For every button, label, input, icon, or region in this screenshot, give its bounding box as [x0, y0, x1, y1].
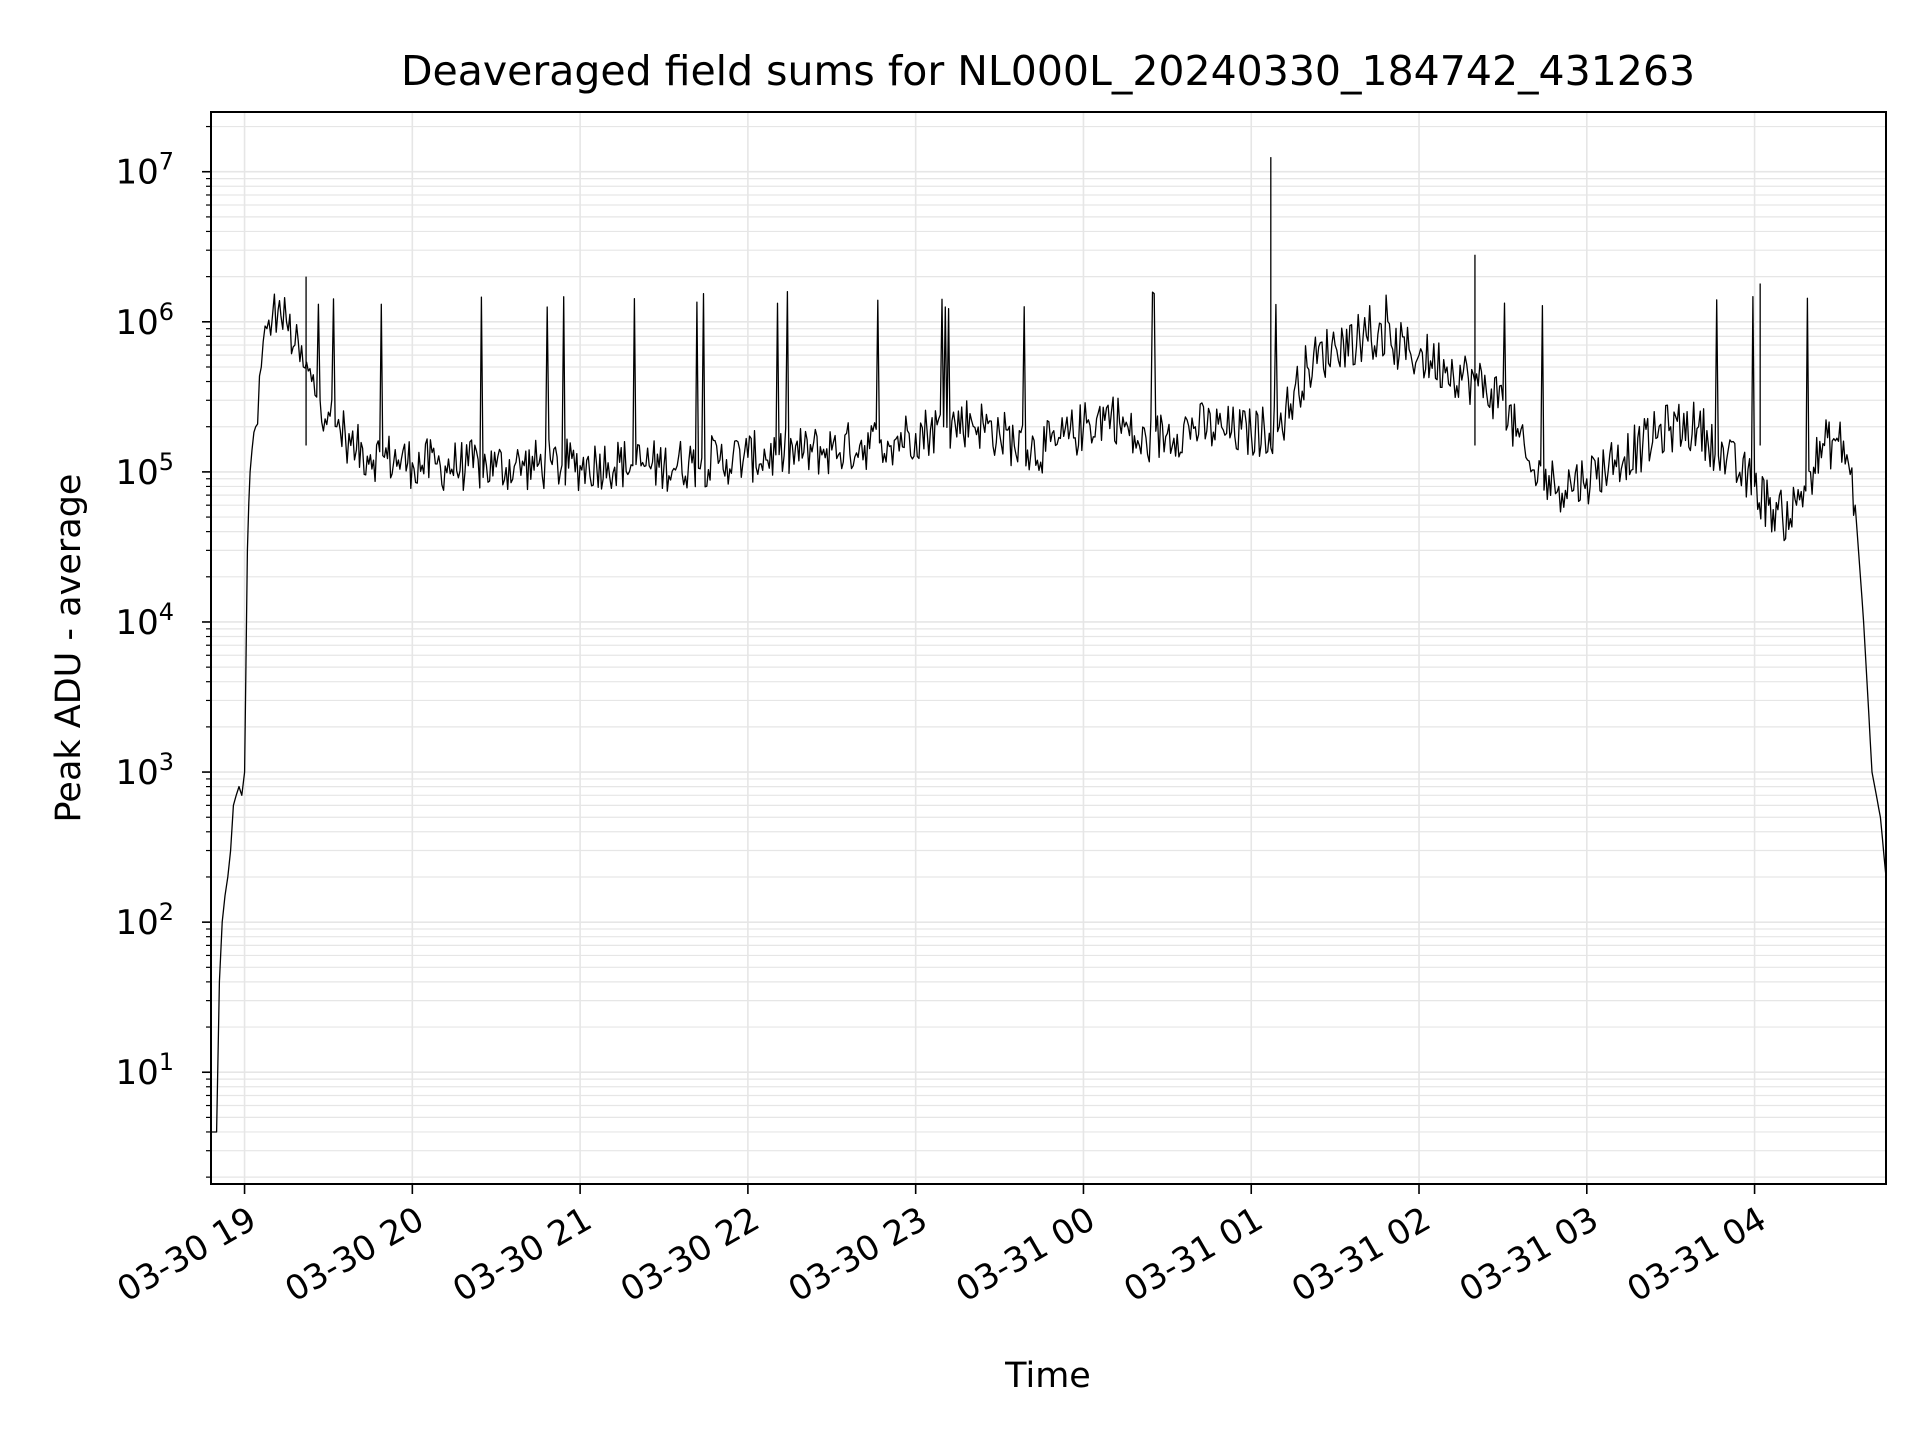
y-axis-label: Peak ADU - average	[49, 474, 89, 823]
series-line	[211, 290, 1887, 1133]
y-tick-label: 104	[115, 598, 174, 643]
y-tick-label: 105	[115, 448, 174, 493]
chart-title: Deaveraged field sums for NL000L_2024033…	[401, 47, 1695, 95]
plot-area	[211, 157, 1887, 1133]
y-tick-label: 101	[115, 1048, 174, 1093]
y-tick-label: 103	[115, 748, 174, 793]
x-axis-label: Time	[1004, 1356, 1091, 1396]
y-tick-label: 102	[115, 898, 174, 943]
grid	[211, 112, 1886, 1184]
plot-frame	[210, 111, 1887, 1185]
y-tick-label: 106	[115, 298, 174, 343]
y-tick-label: 107	[115, 148, 174, 193]
y-axis: 101 102 103 104 105 106 107	[115, 125, 211, 1178]
